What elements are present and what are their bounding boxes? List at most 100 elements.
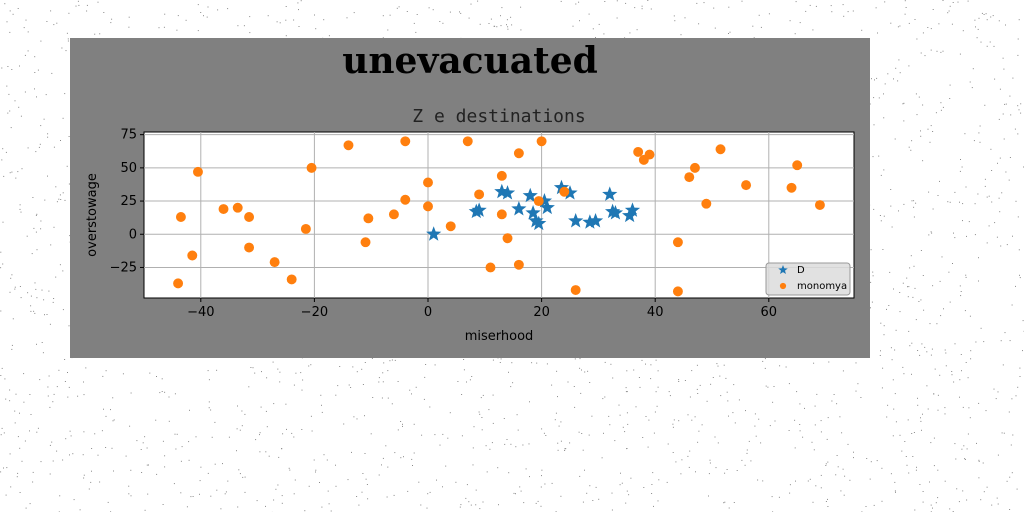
noise-dot <box>983 463 984 464</box>
noise-dot <box>44 119 45 120</box>
noise-dot <box>905 14 906 15</box>
noise-dot <box>702 424 703 425</box>
noise-dot <box>627 491 628 492</box>
noise-dot <box>555 419 556 420</box>
noise-dot <box>4 432 5 433</box>
noise-dot <box>902 103 903 104</box>
noise-dot <box>1020 376 1021 377</box>
noise-dot <box>954 192 955 193</box>
noise-dot <box>159 392 160 393</box>
data-point <box>233 203 243 213</box>
noise-dot <box>876 78 877 79</box>
noise-dot <box>853 457 854 458</box>
noise-dot <box>716 363 717 364</box>
noise-dot <box>277 369 278 370</box>
noise-dot <box>914 266 915 267</box>
noise-dot <box>598 499 599 500</box>
chart-title: Z e destinations <box>412 106 585 127</box>
noise-dot <box>848 444 849 445</box>
noise-dot <box>471 4 472 5</box>
noise-dot <box>695 471 696 472</box>
noise-dot <box>2 148 3 149</box>
noise-dot <box>994 222 995 223</box>
noise-dot <box>674 419 675 420</box>
noise-dot <box>959 397 960 398</box>
x-tick-label: 40 <box>647 305 664 320</box>
noise-dot <box>688 414 689 415</box>
noise-dot <box>934 465 935 466</box>
noise-dot <box>675 461 676 462</box>
noise-dot <box>67 372 68 373</box>
noise-dot <box>526 468 527 469</box>
noise-dot <box>843 469 844 470</box>
noise-dot <box>489 449 490 450</box>
noise-dot <box>10 292 11 293</box>
noise-dot <box>622 483 623 484</box>
noise-dot <box>354 12 355 13</box>
noise-dot <box>911 343 912 344</box>
noise-dot <box>996 398 997 399</box>
noise-dot <box>200 12 201 13</box>
data-point <box>690 163 700 173</box>
noise-dot <box>937 470 938 471</box>
noise-dot <box>429 407 430 408</box>
noise-dot <box>501 25 502 26</box>
noise-dot <box>843 16 844 17</box>
noise-dot <box>248 386 249 387</box>
noise-dot <box>131 495 132 496</box>
noise-dot <box>860 397 861 398</box>
noise-dot <box>6 86 7 87</box>
noise-dot <box>651 9 652 10</box>
noise-dot <box>467 484 468 485</box>
noise-dot <box>190 496 191 497</box>
noise-dot <box>507 26 508 27</box>
noise-dot <box>94 433 95 434</box>
noise-dot <box>28 147 29 148</box>
noise-dot <box>937 51 938 52</box>
noise-dot <box>574 407 575 408</box>
noise-dot <box>879 97 880 98</box>
noise-dot <box>923 32 924 33</box>
noise-dot <box>321 405 322 406</box>
noise-dot <box>715 437 716 438</box>
noise-dot <box>760 442 761 443</box>
noise-dot <box>500 15 501 16</box>
noise-dot <box>947 201 948 202</box>
noise-dot <box>955 459 956 460</box>
data-point <box>633 147 643 157</box>
noise-dot <box>245 492 246 493</box>
noise-dot <box>796 391 797 392</box>
noise-dot <box>882 368 883 369</box>
noise-dot <box>349 385 350 386</box>
noise-dot <box>544 484 545 485</box>
data-point <box>219 204 229 214</box>
noise-dot <box>255 439 256 440</box>
noise-dot <box>948 272 949 273</box>
noise-dot <box>15 422 16 423</box>
noise-dot <box>94 34 95 35</box>
noise-dot <box>896 421 897 422</box>
data-point <box>400 195 410 205</box>
noise-dot <box>365 362 366 363</box>
noise-dot <box>520 29 521 30</box>
noise-dot <box>968 407 969 408</box>
noise-dot <box>21 116 22 117</box>
noise-dot <box>690 397 691 398</box>
noise-dot <box>371 433 372 434</box>
noise-dot <box>986 13 987 14</box>
noise-dot <box>20 204 21 205</box>
noise-dot <box>6 495 7 496</box>
noise-dot <box>689 451 690 452</box>
noise-dot <box>86 11 87 12</box>
noise-dot <box>198 4 199 5</box>
noise-dot <box>580 393 581 394</box>
noise-dot <box>208 473 209 474</box>
noise-dot <box>3 468 4 469</box>
noise-dot <box>873 209 874 210</box>
noise-dot <box>383 458 384 459</box>
noise-dot <box>627 391 628 392</box>
noise-dot <box>10 486 11 487</box>
noise-dot <box>13 14 14 15</box>
noise-dot <box>17 171 18 172</box>
noise-dot <box>750 460 751 461</box>
